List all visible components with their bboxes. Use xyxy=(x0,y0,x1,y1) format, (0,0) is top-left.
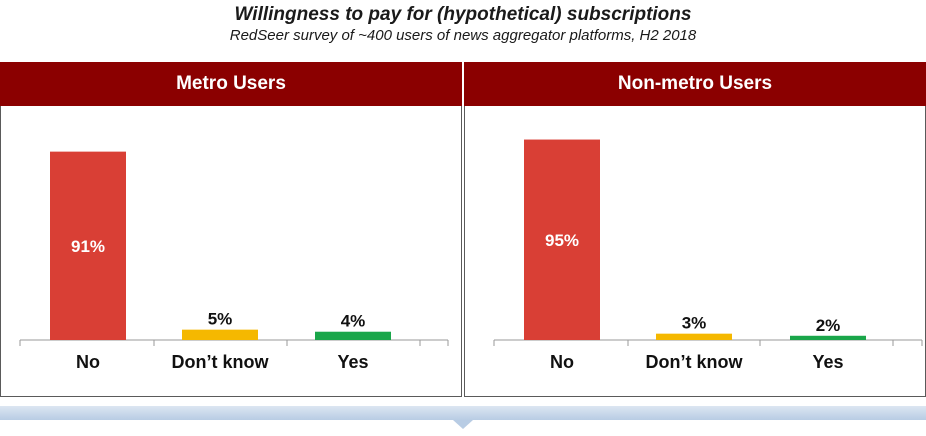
metro-bar-dont-know xyxy=(182,329,258,340)
metro-bar-no xyxy=(50,151,126,340)
metro-category-label-yes: Yes xyxy=(337,352,368,372)
non-metro-category-label-yes: Yes xyxy=(812,352,843,372)
chart-subtitle: RedSeer survey of ~400 users of news agg… xyxy=(229,27,697,44)
metro-panel: Metro Users 91% No 5% Don’t know 4% Yes xyxy=(0,62,462,397)
non-metro-category-label-dont-know: Don’t know xyxy=(646,352,744,372)
non-metro-bar-no xyxy=(524,139,600,340)
metro-panel-title: Metro Users xyxy=(0,62,462,106)
metro-bar-chart: 91% No 5% Don’t know 4% Yes xyxy=(19,151,449,372)
non-metro-value-label-no: 95% xyxy=(545,231,579,250)
non-metro-panel: Non-metro Users 95% No 3% Don’t know 2% Yes xyxy=(464,62,926,397)
non-metro-category-label-no: No xyxy=(550,352,574,372)
metro-category-label-dont-know: Don’t know xyxy=(172,352,270,372)
non-metro-bar-dont-know xyxy=(656,333,732,340)
non-metro-bar-yes xyxy=(790,335,866,340)
metro-value-label-no: 91% xyxy=(71,237,105,256)
non-metro-value-label-yes: 2% xyxy=(816,316,841,335)
non-metro-panel-title: Non-metro Users xyxy=(464,62,926,106)
summary-banner xyxy=(0,406,926,420)
metro-value-label-yes: 4% xyxy=(341,312,366,331)
metro-value-label-dont-know: 5% xyxy=(208,310,233,329)
non-metro-bar-chart: 95% No 3% Don’t know 2% Yes xyxy=(493,139,923,372)
metro-bar-yes xyxy=(315,331,391,340)
down-arrow-icon xyxy=(453,420,473,429)
non-metro-value-label-dont-know: 3% xyxy=(682,314,707,333)
metro-category-label-no: No xyxy=(76,352,100,372)
chart-title: Willingness to pay for (hypothetical) su… xyxy=(234,4,692,25)
